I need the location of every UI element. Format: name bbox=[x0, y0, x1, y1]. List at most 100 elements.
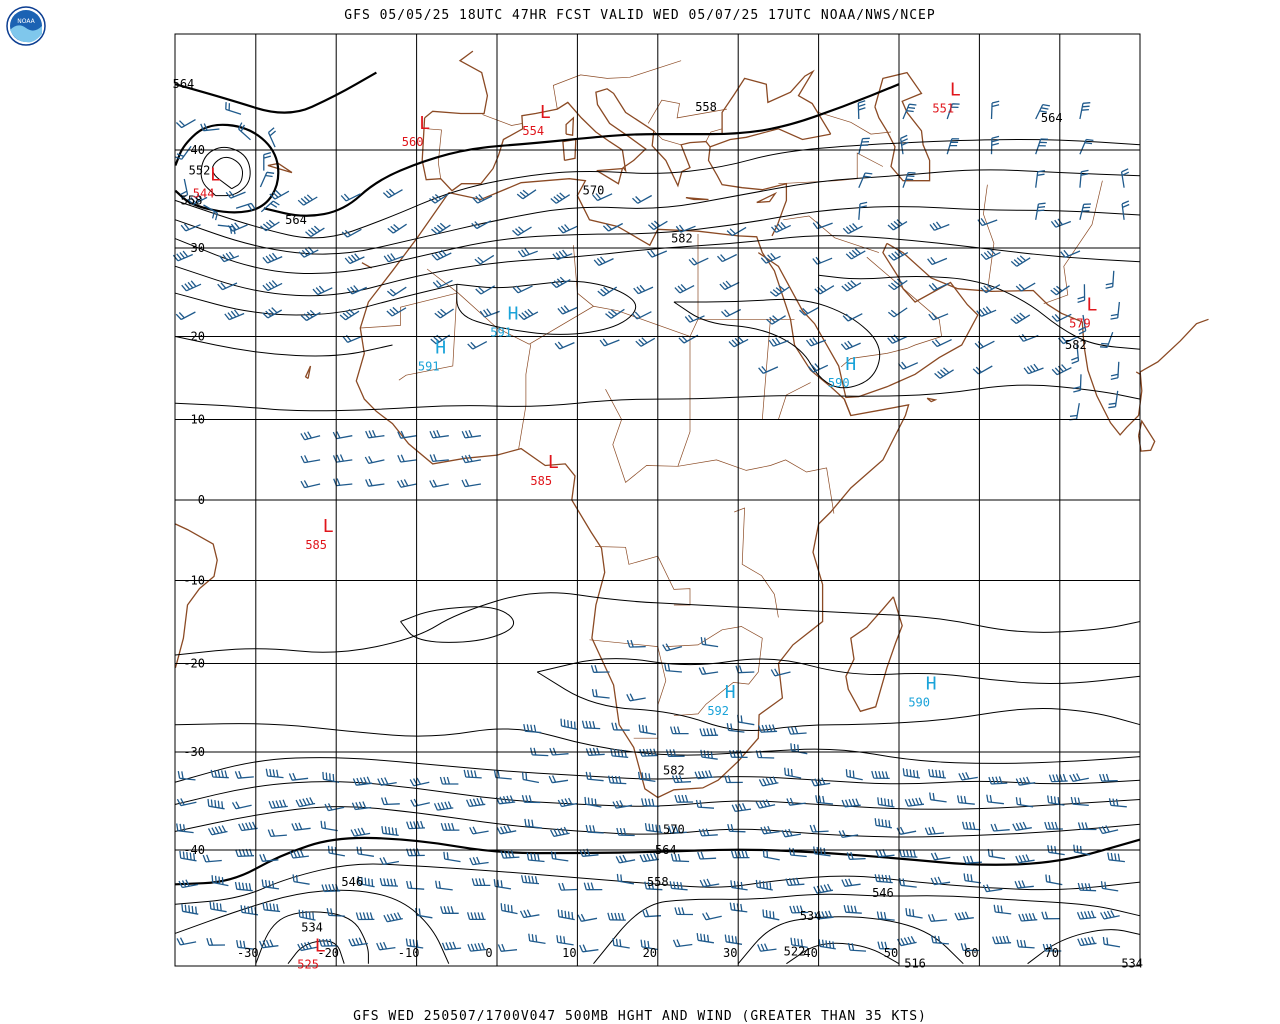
coastline bbox=[756, 191, 778, 204]
wind-barb bbox=[340, 193, 361, 202]
wind-barb bbox=[517, 248, 538, 258]
wind-barb bbox=[977, 218, 998, 227]
contour-labels: 5645585645525585645705825825825705645585… bbox=[173, 77, 1143, 970]
wind-barb bbox=[500, 903, 518, 915]
country-border bbox=[589, 639, 667, 739]
wind-barb bbox=[202, 854, 222, 863]
wind-barb bbox=[1018, 333, 1039, 342]
wind-barb bbox=[577, 913, 598, 922]
wind-barb bbox=[646, 249, 668, 258]
wind-barb bbox=[1071, 344, 1080, 365]
wind-barb bbox=[327, 845, 346, 857]
wind-barb bbox=[1077, 284, 1086, 304]
wind-barb bbox=[729, 750, 748, 759]
wind-barb bbox=[615, 854, 636, 864]
wind-barb bbox=[730, 880, 748, 891]
wind-barb bbox=[224, 309, 245, 321]
height-contour bbox=[175, 336, 393, 357]
height-contour bbox=[175, 757, 1141, 785]
wind-barb bbox=[235, 848, 255, 858]
wind-barb bbox=[240, 905, 258, 916]
wind-barb bbox=[512, 226, 532, 236]
coastline bbox=[355, 178, 910, 799]
wind-barb bbox=[406, 820, 426, 830]
contour-label: 564 bbox=[285, 213, 307, 227]
wind-barb bbox=[583, 882, 603, 891]
wind-barb bbox=[262, 307, 283, 319]
wind-barb bbox=[842, 223, 863, 235]
wind-barb bbox=[899, 134, 909, 155]
wind-barb bbox=[181, 280, 202, 292]
wind-barb bbox=[840, 340, 861, 351]
wind-barb bbox=[813, 883, 834, 894]
wind-barb bbox=[529, 747, 549, 757]
height-contour bbox=[175, 781, 1141, 810]
wind-barb bbox=[684, 314, 705, 323]
wind-barb bbox=[980, 283, 1001, 294]
wind-barb bbox=[326, 908, 345, 917]
wind-barb bbox=[211, 875, 229, 887]
wind-barb bbox=[461, 454, 482, 464]
wind-barb bbox=[1051, 364, 1072, 376]
wind-barb bbox=[786, 797, 806, 806]
center-symbol: L bbox=[419, 113, 430, 134]
wind-barb bbox=[429, 193, 449, 204]
wind-barb bbox=[875, 849, 895, 858]
contour-label: 546 bbox=[872, 886, 894, 900]
wind-barb bbox=[1010, 255, 1031, 267]
coastline bbox=[304, 365, 312, 380]
wind-barb bbox=[888, 278, 908, 291]
wind-barb bbox=[300, 480, 321, 489]
wind-barb bbox=[635, 337, 656, 347]
wind-barb bbox=[1079, 102, 1091, 120]
wind-barb bbox=[1015, 797, 1034, 808]
wind-barb bbox=[469, 826, 489, 835]
height-contour bbox=[175, 806, 1141, 838]
wind-barb bbox=[177, 770, 196, 781]
wind-barb bbox=[602, 222, 624, 232]
wind-barb bbox=[179, 850, 197, 862]
wind-barb bbox=[268, 799, 288, 809]
wind-barb bbox=[217, 282, 238, 291]
wind-barb bbox=[674, 794, 694, 803]
contour-label: 564 bbox=[1041, 111, 1063, 125]
chart-footer-title: GFS WED 250507/1700V047 500MB HGHT AND W… bbox=[353, 1009, 927, 1024]
pressure-centers: L560L554L551L544L579L585L585L525H591H591… bbox=[193, 80, 1098, 972]
wind-barb bbox=[261, 879, 280, 890]
wind-barb bbox=[591, 688, 610, 699]
wind-barb bbox=[429, 479, 449, 488]
wind-barb bbox=[696, 933, 715, 944]
wind-barb bbox=[234, 770, 254, 779]
wind-barb bbox=[946, 138, 960, 155]
wind-barb bbox=[557, 909, 575, 921]
wind-barb bbox=[381, 826, 399, 837]
wind-barb bbox=[887, 307, 908, 318]
wind-barb bbox=[1014, 880, 1034, 889]
wind-barb bbox=[871, 770, 890, 780]
wind-barb bbox=[556, 935, 574, 946]
wind-barb bbox=[550, 276, 571, 289]
wind-barb bbox=[181, 904, 199, 915]
wind-barb bbox=[298, 246, 319, 258]
lon-label: 10 bbox=[562, 946, 576, 960]
wind-barb bbox=[1107, 852, 1125, 863]
wind-barb bbox=[769, 285, 790, 297]
wind-barb bbox=[675, 224, 696, 233]
wind-barb bbox=[963, 873, 981, 884]
wind-barb bbox=[300, 431, 321, 441]
wind-barb bbox=[728, 336, 749, 348]
country-border bbox=[983, 184, 995, 292]
wind-barb bbox=[471, 878, 491, 887]
wind-barb bbox=[180, 178, 189, 199]
center-symbol: L bbox=[315, 935, 326, 956]
wind-barb bbox=[365, 478, 385, 487]
wind-barb bbox=[632, 194, 653, 204]
wind-barb bbox=[431, 222, 451, 235]
wind-barb bbox=[554, 341, 575, 350]
wind-barb bbox=[500, 850, 520, 859]
wind-barb bbox=[1042, 943, 1062, 952]
center-value: 590 bbox=[828, 376, 850, 390]
